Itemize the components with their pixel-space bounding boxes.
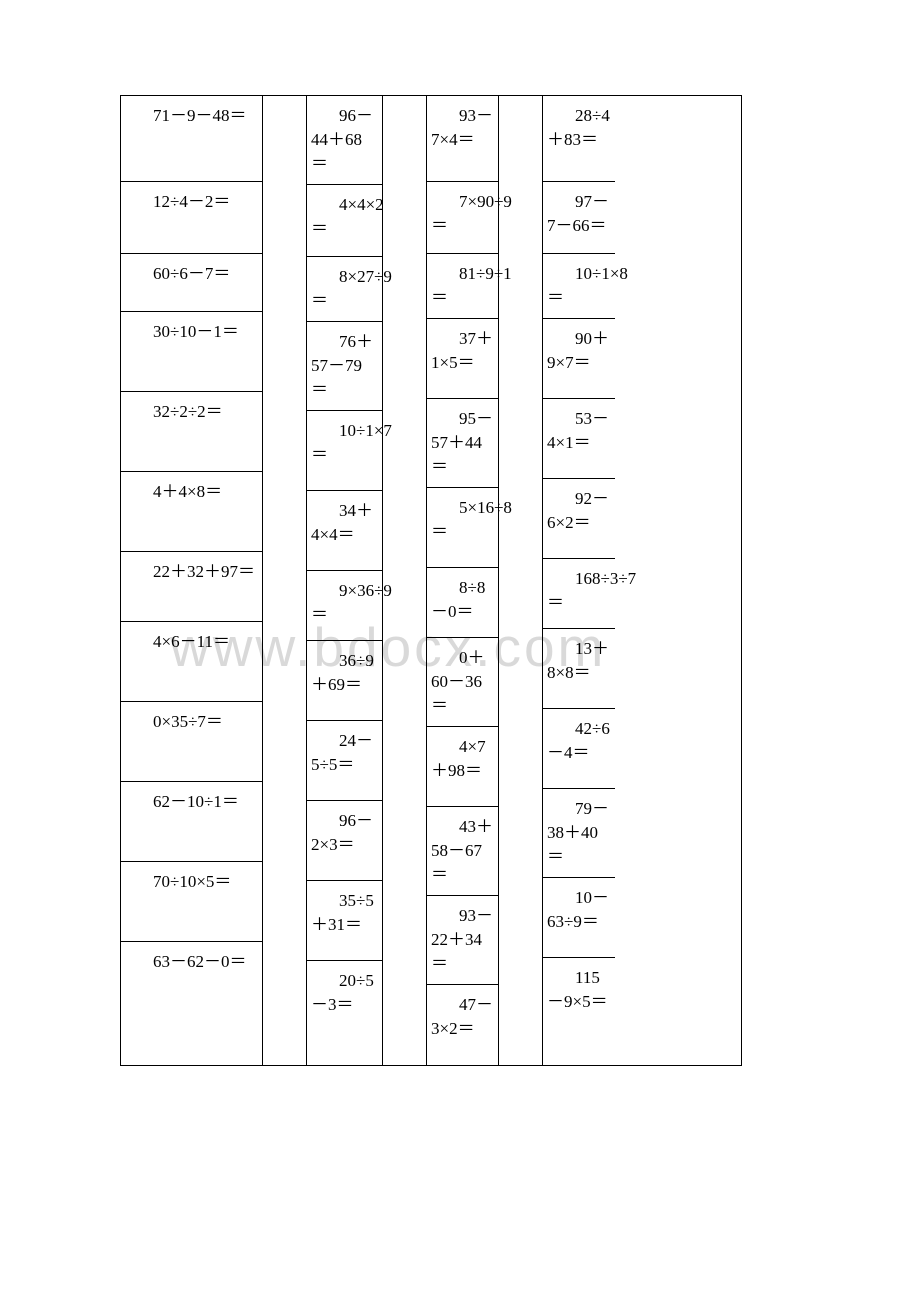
math-problem-cell: 92－6×2＝ (543, 479, 615, 559)
math-problem-cell: 95－57＋44＝ (427, 399, 498, 488)
math-problem-cell: 93－22＋34＝ (427, 896, 498, 985)
math-problem-cell: 10－63÷9＝ (543, 878, 615, 958)
math-problem-cell: 47－3×2＝ (427, 985, 498, 1065)
math-table: 71－9－48＝12÷4－2＝60÷6－7＝30÷10－1＝32÷2÷2＝4＋4… (120, 95, 742, 1066)
math-problem-cell: 71－9－48＝ (121, 96, 262, 182)
column-4-spacer (383, 96, 427, 1065)
math-problem-cell: 63－62－0＝ (121, 942, 262, 1022)
column-2-spacer (263, 96, 307, 1065)
math-problem-cell: 168÷3÷7＝ (543, 559, 615, 629)
math-problem-cell: 42÷6－4＝ (543, 709, 615, 789)
math-problem-cell: 10÷1×8＝ (543, 254, 615, 319)
math-problem-cell: 5×16÷8＝ (427, 488, 498, 568)
column-5: 93－7×4＝7×90÷9＝81÷9÷1＝37＋1×5＝95－57＋44＝5×1… (427, 96, 499, 1065)
page-container: 71－9－48＝12÷4－2＝60÷6－7＝30÷10－1＝32÷2÷2＝4＋4… (0, 0, 920, 1066)
math-problem-cell: 28÷4＋83＝ (543, 96, 615, 182)
math-problem-cell: 62－10÷1＝ (121, 782, 262, 862)
math-problem-cell: 96－44＋68＝ (307, 96, 382, 185)
math-problem-cell: 43＋58－67＝ (427, 807, 498, 896)
math-problem-cell: 115－9×5＝ (543, 958, 615, 1038)
math-problem-cell: 4×7＋98＝ (427, 727, 498, 807)
math-problem-cell: 76＋57－79＝ (307, 322, 382, 411)
math-problem-cell: 36÷9＋69＝ (307, 641, 382, 721)
math-problem-cell: 4×4×2＝ (307, 185, 382, 257)
math-problem-cell: 37＋1×5＝ (427, 319, 498, 399)
math-problem-cell: 10÷1×7＝ (307, 411, 382, 491)
column-6-spacer (499, 96, 543, 1065)
math-problem-cell: 0＋60－36＝ (427, 638, 498, 727)
spacer-cell (499, 96, 542, 1065)
math-problem-cell: 35÷5＋31＝ (307, 881, 382, 961)
spacer-cell (383, 96, 426, 1065)
math-problem-cell: 8÷8－0＝ (427, 568, 498, 638)
math-problem-cell: 81÷9÷1＝ (427, 254, 498, 319)
math-problem-cell: 96－2×3＝ (307, 801, 382, 881)
math-problem-cell: 90＋9×7＝ (543, 319, 615, 399)
math-problem-cell: 97－7－66＝ (543, 182, 615, 254)
math-problem-cell: 34＋4×4＝ (307, 491, 382, 571)
math-problem-cell: 7×90÷9＝ (427, 182, 498, 254)
math-problem-cell: 13＋8×8＝ (543, 629, 615, 709)
math-problem-cell: 9×36÷9＝ (307, 571, 382, 641)
math-problem-cell: 12÷4－2＝ (121, 182, 262, 254)
math-problem-cell: 70÷10×5＝ (121, 862, 262, 942)
math-problem-cell: 32÷2÷2＝ (121, 392, 262, 472)
column-1: 71－9－48＝12÷4－2＝60÷6－7＝30÷10－1＝32÷2÷2＝4＋4… (121, 96, 263, 1065)
spacer-cell (263, 96, 306, 1065)
math-problem-cell: 8×27÷9＝ (307, 257, 382, 322)
math-problem-cell: 4＋4×8＝ (121, 472, 262, 552)
math-problem-cell: 22＋32＋97＝ (121, 552, 262, 622)
math-problem-cell: 4×6－11＝ (121, 622, 262, 702)
math-problem-cell: 93－7×4＝ (427, 96, 498, 182)
math-problem-cell: 0×35÷7＝ (121, 702, 262, 782)
column-7: 28÷4＋83＝97－7－66＝10÷1×8＝90＋9×7＝53－4×1＝92－… (543, 96, 615, 1065)
math-problem-cell: 79－38＋40＝ (543, 789, 615, 878)
math-problem-cell: 30÷10－1＝ (121, 312, 262, 392)
column-3: 96－44＋68＝4×4×2＝8×27÷9＝76＋57－79＝10÷1×7＝34… (307, 96, 383, 1065)
math-problem-cell: 24－5÷5＝ (307, 721, 382, 801)
math-problem-cell: 60÷6－7＝ (121, 254, 262, 312)
math-problem-cell: 53－4×1＝ (543, 399, 615, 479)
math-problem-cell: 20÷5－3＝ (307, 961, 382, 1041)
